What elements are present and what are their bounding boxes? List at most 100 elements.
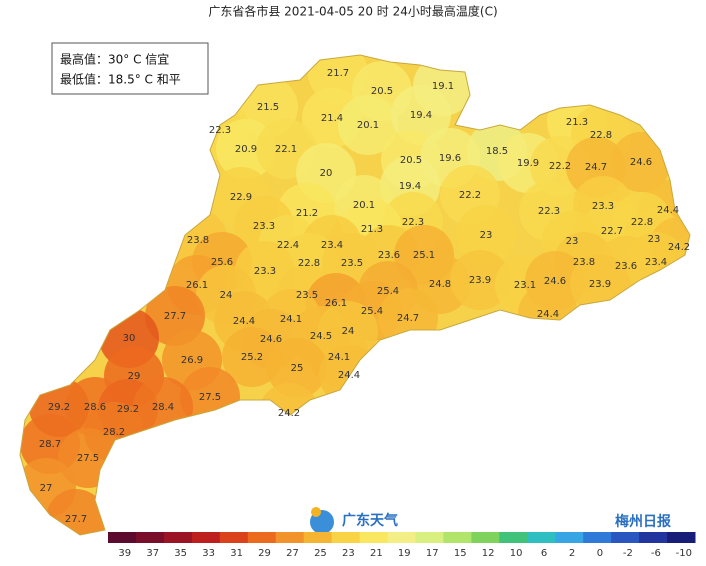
legend-swatch (135, 532, 165, 543)
legend-swatch (359, 532, 389, 543)
station-value: 19.9 (517, 158, 539, 169)
region-fill (456, 205, 516, 265)
legend-swatch (639, 532, 668, 543)
legend-tick-label: 12 (482, 548, 495, 559)
station-value: 21.3 (361, 224, 383, 235)
region-fill (267, 338, 327, 398)
station-value: 29.2 (117, 404, 139, 415)
legend-swatch (163, 532, 193, 543)
station-value: 20.1 (353, 200, 375, 211)
legend-tick-label: 35 (174, 548, 187, 559)
station-value: 28.4 (152, 402, 174, 413)
station-value: 23.3 (254, 266, 276, 277)
legend-tick-label: 15 (454, 548, 467, 559)
station-value: 23 (648, 234, 661, 245)
station-value: 22.8 (631, 217, 653, 228)
legend-tick-label: 39 (118, 548, 131, 559)
station-value: 21.3 (566, 117, 588, 128)
station-value: 27.5 (77, 453, 99, 464)
station-value: 22.4 (277, 240, 299, 251)
station-value: 25.2 (241, 352, 263, 363)
legend-swatch (247, 532, 277, 543)
legend-tick-label: 27 (286, 548, 299, 559)
legend-swatch (611, 532, 640, 543)
station-value: 22.2 (549, 161, 571, 172)
info-max: 最高值：30° C 信宜 (60, 52, 169, 67)
legend-tick-label: 6 (541, 548, 547, 559)
station-value: 24 (220, 290, 233, 301)
station-value: 23.4 (645, 257, 667, 268)
legend-swatch (583, 532, 612, 543)
info-frame (51, 42, 209, 95)
info-box: 最高值：30° C 信宜 最低值：18.5° C 和平 (51, 42, 209, 95)
station-labels: 21.720.5 19.121.521.420.119.421.322.822.3… (39, 68, 690, 525)
logo-text: 广东天气 (342, 512, 398, 529)
station-value: 28.7 (39, 439, 61, 450)
station-value: 23.4 (321, 240, 343, 251)
region-fill (222, 327, 282, 387)
legend-swatch (415, 532, 444, 543)
legend-swatch (499, 532, 528, 543)
legend-swatch (443, 532, 472, 543)
station-value: 24.6 (260, 334, 282, 345)
station-value: 22.2 (459, 190, 481, 201)
station-value: 26.9 (181, 355, 203, 366)
station-value: 20.9 (235, 144, 257, 155)
region-fill (338, 95, 398, 155)
station-value: 24.4 (537, 309, 559, 320)
station-value: 18.5 (486, 146, 508, 157)
station-value: 22.8 (298, 258, 320, 269)
station-value: 27.7 (65, 514, 87, 525)
station-value: 26.1 (186, 280, 208, 291)
station-value: 25 (291, 363, 304, 374)
station-value: 24.8 (429, 279, 451, 290)
station-value: 22.9 (230, 192, 252, 203)
station-value: 23.9 (469, 275, 491, 286)
station-value: 29 (128, 371, 141, 382)
station-value: 23 (566, 236, 579, 247)
province-outline (19, 54, 691, 536)
station-value: 23.5 (341, 258, 363, 269)
station-value: 24.2 (668, 242, 690, 253)
station-value: 25.4 (361, 306, 383, 317)
station-value: 20 (320, 168, 333, 179)
station-value: 24.7 (585, 162, 607, 173)
station-value: 20.1 (357, 120, 379, 131)
station-value: 25.1 (413, 250, 435, 261)
legend-tick-label: -2 (623, 548, 633, 559)
station-value: 20.5 (400, 155, 422, 166)
legend-swatch (303, 532, 333, 543)
legend-swatch (667, 532, 696, 543)
station-value: 23 (480, 230, 493, 241)
legend-swatch (275, 532, 305, 543)
station-value: 24 (342, 326, 355, 337)
legend-tick-label: 17 (426, 548, 439, 559)
station-value: 23.8 (187, 235, 209, 246)
station-value: 23.6 (378, 250, 400, 261)
station-value: 20.5 (371, 86, 393, 97)
station-value: 24.1 (280, 314, 302, 325)
station-value: 24.6 (544, 276, 566, 287)
station-value: 19.6 (439, 153, 461, 164)
station-value: 26.1 (325, 298, 347, 309)
station-value: 19.1 (432, 81, 454, 92)
legend-tick-label: 33 (202, 548, 215, 559)
station-value: 23.6 (615, 261, 637, 272)
station-value: 30 (123, 333, 136, 344)
station-value: 25.6 (211, 257, 233, 268)
legend-tick-label: 31 (230, 548, 243, 559)
station-value: 19.4 (410, 110, 432, 121)
station-value: 21.5 (257, 102, 279, 113)
legend-tick-label: 25 (314, 548, 327, 559)
station-value: 24.4 (338, 370, 360, 381)
station-value: 24.6 (630, 157, 652, 168)
watermark: 梅州日报 (615, 513, 671, 530)
legend-tick-label: 21 (370, 548, 383, 559)
legend-swatch (387, 532, 416, 543)
legend-swatch (108, 532, 137, 543)
logo-sun (311, 507, 321, 517)
station-value: 27.5 (199, 392, 221, 403)
station-value: 24.5 (310, 331, 332, 342)
legend-swatch (219, 532, 249, 543)
